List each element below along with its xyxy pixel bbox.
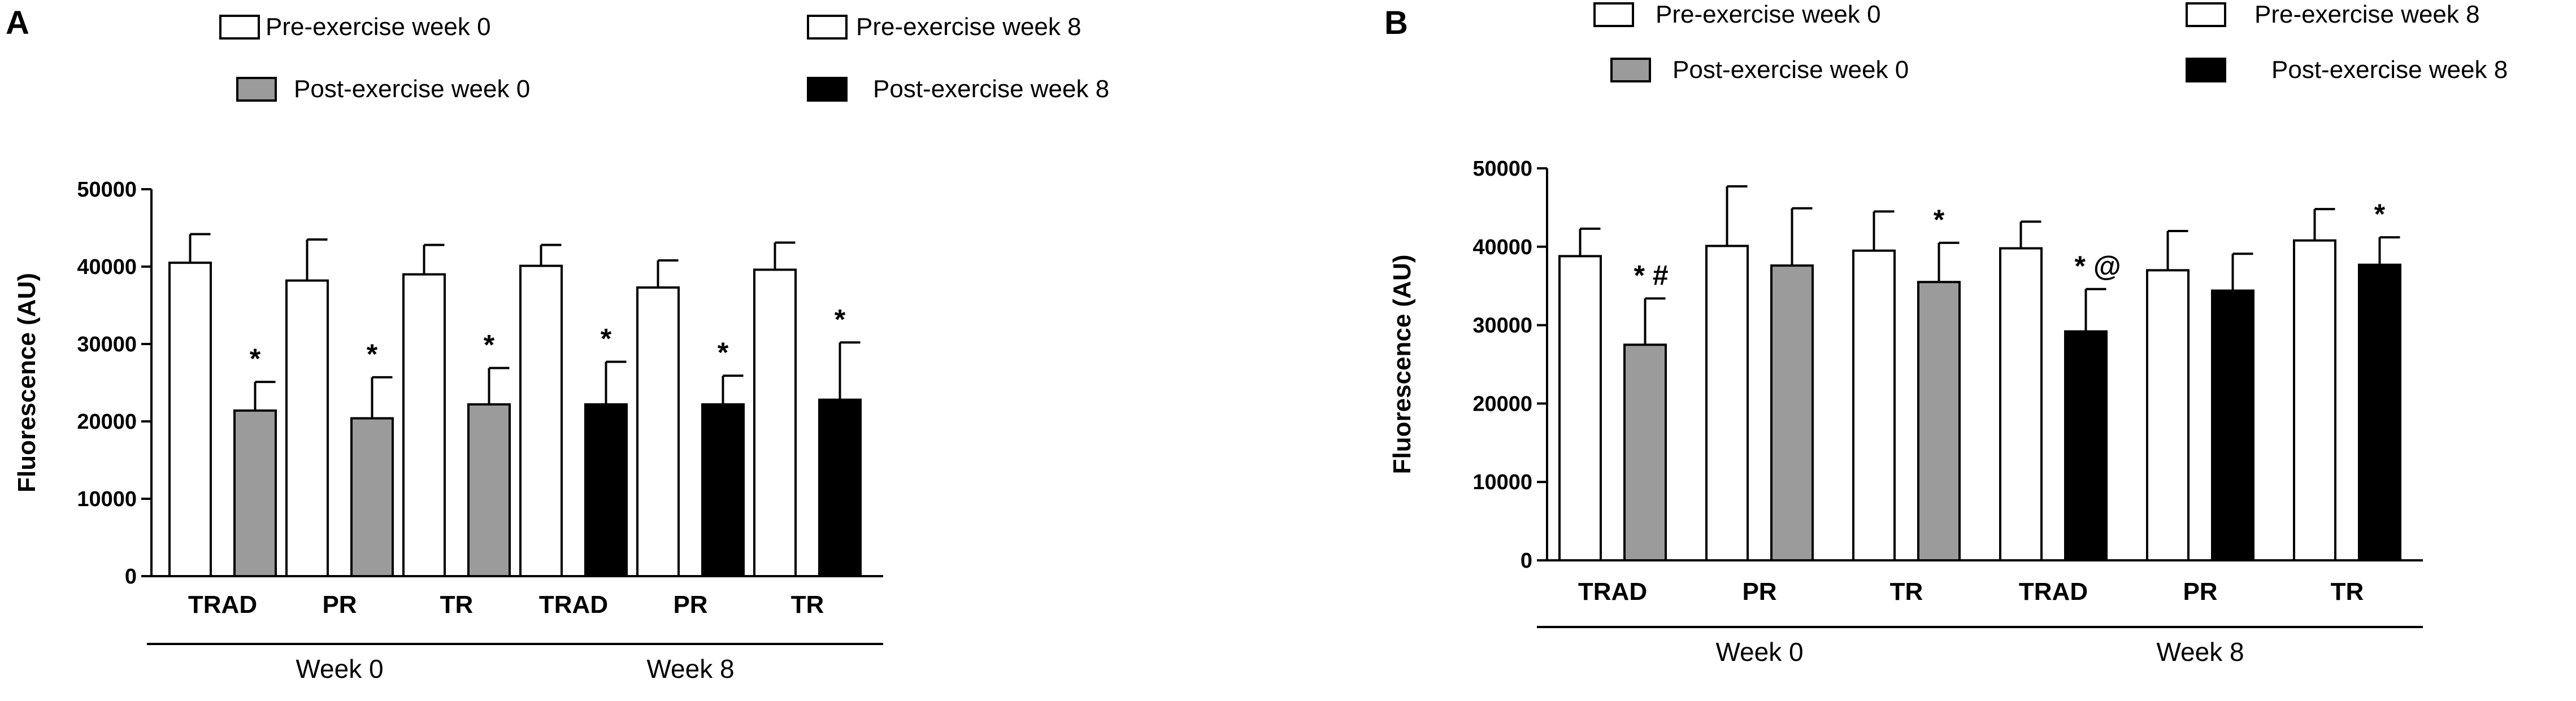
category-label: TRAD xyxy=(188,591,257,619)
group-label: Week 8 xyxy=(646,654,734,683)
bar-pre xyxy=(636,286,680,577)
category-label: TR xyxy=(440,591,474,619)
bar-post xyxy=(2064,330,2108,561)
y-tick-label: 30000 xyxy=(1472,314,1532,338)
y-tick-label: 50000 xyxy=(1472,157,1532,181)
significance-marker: * xyxy=(601,323,612,355)
legend-label: Pre-exercise week 8 xyxy=(2254,1,2480,28)
significance-marker: * @ xyxy=(2075,250,2121,282)
significance-marker: * xyxy=(1934,204,1945,236)
panel-letter: B xyxy=(1384,5,1408,41)
significance-marker: * xyxy=(718,337,729,368)
bar-post xyxy=(1917,281,1961,561)
y-tick-label: 0 xyxy=(125,565,137,589)
significance-marker: * xyxy=(835,303,846,335)
legend-swatch xyxy=(1593,2,1634,27)
category-label: TRAD xyxy=(2019,578,2088,606)
significance-marker: * xyxy=(484,329,495,360)
bar-pre xyxy=(285,279,329,578)
y-tick-label: 20000 xyxy=(77,410,137,434)
category-label: TR xyxy=(1890,578,1923,606)
bar-post xyxy=(818,398,862,577)
panel-a: A Pre-exercise week 0 Post-exercise week 0… xyxy=(6,5,1109,683)
y-tick-label: 50000 xyxy=(77,178,137,202)
panel-b: B Pre-exercise week 0 Post-exercise week 0… xyxy=(1384,1,2508,667)
bar-post xyxy=(2211,289,2254,561)
bar-pre xyxy=(753,268,797,578)
significance-marker: * # xyxy=(1634,259,1669,291)
bar-pre xyxy=(1558,255,1602,561)
legend-swatch xyxy=(236,77,277,102)
category-label: PR xyxy=(673,591,707,619)
legend-swatch xyxy=(2186,58,2226,82)
legend-swatch xyxy=(807,77,848,102)
bar-post xyxy=(1770,264,1814,561)
y-tick-label: 30000 xyxy=(77,333,137,356)
legend-label: Pre-exercise week 0 xyxy=(1656,1,1881,28)
y-tick-label: 10000 xyxy=(77,487,137,511)
group-label: Week 8 xyxy=(2156,637,2244,667)
y-axis-label: Fluorescence (AU) xyxy=(13,273,41,493)
category-label: PR xyxy=(1742,578,1776,606)
significance-marker: * xyxy=(2374,198,2386,230)
bar-pre xyxy=(1852,249,1896,561)
legend-label: Pre-exercise week 0 xyxy=(266,13,491,41)
bar-post xyxy=(2358,263,2401,561)
bar-post xyxy=(584,403,628,577)
legend-swatch xyxy=(2186,2,2226,27)
bar-pre xyxy=(2146,269,2190,561)
bar-pre xyxy=(1705,245,1749,561)
category-label: TRAD xyxy=(539,591,608,619)
category-label: PR xyxy=(322,591,357,619)
legend-swatch xyxy=(219,15,260,40)
bar-pre xyxy=(1999,247,2043,561)
group-label: Week 0 xyxy=(1715,637,1803,667)
bar-post xyxy=(467,403,511,577)
panel-letter: A xyxy=(6,5,29,41)
bar-pre xyxy=(402,273,446,577)
bar-post xyxy=(701,403,745,577)
legend-label: Post-exercise week 0 xyxy=(294,75,530,103)
legend-label: Post-exercise week 8 xyxy=(2271,56,2508,84)
y-tick-label: 0 xyxy=(1521,549,1532,573)
bar-pre xyxy=(519,264,563,577)
category-label: TR xyxy=(2331,578,2364,606)
category-label: TRAD xyxy=(1578,578,1647,606)
legend-label: Post-exercise week 8 xyxy=(873,75,1109,103)
legend-label: Pre-exercise week 8 xyxy=(856,13,1081,41)
category-label: PR xyxy=(2183,578,2217,606)
bar-pre xyxy=(168,262,212,577)
group-label: Week 0 xyxy=(296,654,383,683)
y-axis-label: Fluorescence (AU) xyxy=(1388,255,1416,474)
bar-post xyxy=(350,417,394,578)
y-tick-label: 10000 xyxy=(1472,471,1532,494)
y-tick-label: 20000 xyxy=(1472,392,1532,416)
legend-label: Post-exercise week 0 xyxy=(1673,56,1909,84)
y-tick-label: 40000 xyxy=(1472,236,1532,259)
category-label: TR xyxy=(791,591,824,619)
bar-pre xyxy=(2293,239,2336,562)
significance-marker: * xyxy=(250,343,261,375)
y-tick-label: 40000 xyxy=(77,255,137,279)
legend-swatch xyxy=(807,15,848,40)
bar-post xyxy=(1623,343,1667,561)
significance-marker: * xyxy=(367,338,378,370)
legend-swatch xyxy=(1610,58,1651,82)
bar-post xyxy=(233,409,277,577)
